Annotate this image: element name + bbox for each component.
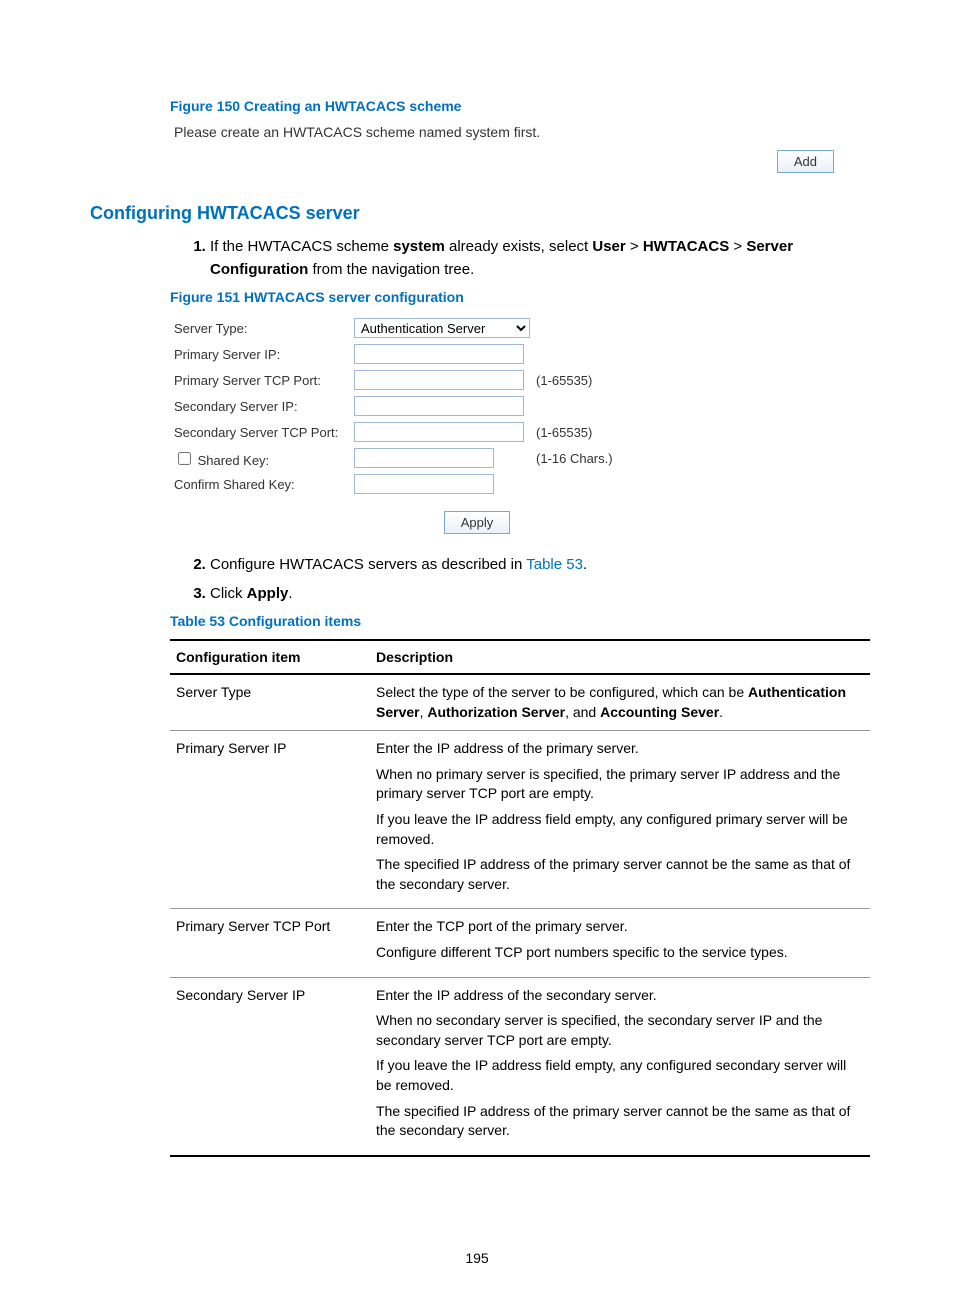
label-primary-ip: Primary Server IP: [174, 341, 354, 367]
secondary-port-hint: (1-65535) [536, 419, 619, 445]
row-secondary-ip-desc: Enter the IP address of the secondary se… [370, 977, 870, 1156]
primary-ip-input[interactable] [354, 344, 524, 364]
apply-button[interactable]: Apply [444, 511, 511, 534]
page-number: 195 [0, 1250, 954, 1266]
row-primary-ip-desc: Enter the IP address of the primary serv… [370, 731, 870, 909]
row-primary-port-item: Primary Server TCP Port [170, 909, 370, 977]
step1-pre: If the HWTACACS scheme [210, 238, 393, 255]
step2-text: Configure HWTACACS servers as described … [210, 556, 526, 573]
label-secondary-port: Secondary Server TCP Port: [174, 419, 354, 445]
ppo-p1: Enter the TCP port of the primary server… [376, 917, 864, 937]
label-secondary-ip: Secondary Server IP: [174, 393, 354, 419]
pip-p4: The specified IP address of the primary … [376, 855, 864, 894]
step3-apply: Apply [247, 585, 289, 602]
row-primary-port-desc: Enter the TCP port of the primary server… [370, 909, 870, 977]
ppo-p2: Configure different TCP port numbers spe… [376, 943, 864, 963]
create-scheme-text: Please create an HWTACACS scheme named s… [174, 124, 864, 140]
shared-key-input[interactable] [354, 448, 494, 468]
shared-key-hint: (1-16 Chars.) [536, 445, 619, 471]
step1-gt2: > [729, 238, 746, 255]
secondary-ip-input[interactable] [354, 396, 524, 416]
figure-150-caption: Figure 150 Creating an HWTACACS scheme [170, 98, 864, 114]
sip-p3: If you leave the IP address field empty,… [376, 1056, 864, 1095]
pip-p1: Enter the IP address of the primary serv… [376, 739, 864, 759]
step3-post: . [288, 585, 292, 602]
section-title: Configuring HWTACACS server [90, 203, 864, 224]
step-2: Configure HWTACACS servers as described … [210, 554, 864, 577]
st-sep2: , and [565, 704, 600, 720]
pip-p2: When no primary server is specified, the… [376, 765, 864, 804]
step1-post: from the navigation tree. [308, 261, 474, 278]
st-desc-pre: Select the type of the server to be conf… [376, 684, 748, 700]
shared-key-checkbox[interactable] [178, 452, 191, 465]
step3-text: Click [210, 585, 247, 602]
label-confirm-key: Confirm Shared Key: [174, 471, 354, 497]
confirm-key-input[interactable] [354, 474, 494, 494]
label-server-type: Server Type: [174, 315, 354, 341]
row-secondary-ip-item: Secondary Server IP [170, 977, 370, 1156]
step2-post: . [583, 556, 587, 573]
row-server-type-desc: Select the type of the server to be conf… [370, 674, 870, 731]
st-b3: Accounting Sever [600, 704, 719, 720]
server-config-form: Server Type: Authentication Server Prima… [174, 315, 619, 497]
sip-p2: When no secondary server is specified, t… [376, 1011, 864, 1050]
sip-p1: Enter the IP address of the secondary se… [376, 986, 864, 1006]
figure-151-caption: Figure 151 HWTACACS server configuration [170, 289, 864, 305]
step1-mid1: already exists, select [445, 238, 593, 255]
row-primary-ip-item: Primary Server IP [170, 731, 370, 909]
st-b2: Authorization Server [427, 704, 565, 720]
th-description: Description [370, 640, 870, 674]
row-server-type-item: Server Type [170, 674, 370, 731]
sip-p4: The specified IP address of the primary … [376, 1102, 864, 1141]
config-items-table: Configuration item Description Server Ty… [170, 639, 870, 1157]
primary-port-input[interactable] [354, 370, 524, 390]
primary-port-hint: (1-65535) [536, 367, 619, 393]
th-config-item: Configuration item [170, 640, 370, 674]
step-3: Click Apply. [210, 583, 864, 606]
secondary-port-input[interactable] [354, 422, 524, 442]
step1-user: User [592, 238, 625, 255]
step1-system: system [393, 238, 445, 255]
st-post: . [719, 704, 723, 720]
label-shared-key: Shared Key: [198, 453, 270, 468]
table-53-caption: Table 53 Configuration items [170, 613, 864, 629]
step-1: If the HWTACACS scheme system already ex… [210, 236, 864, 281]
add-button[interactable]: Add [777, 150, 834, 173]
pip-p3: If you leave the IP address field empty,… [376, 810, 864, 849]
step1-hwtacacs: HWTACACS [643, 238, 729, 255]
label-primary-port: Primary Server TCP Port: [174, 367, 354, 393]
server-type-select[interactable]: Authentication Server [354, 318, 530, 338]
step2-link[interactable]: Table 53 [526, 556, 583, 573]
step1-gt1: > [626, 238, 643, 255]
